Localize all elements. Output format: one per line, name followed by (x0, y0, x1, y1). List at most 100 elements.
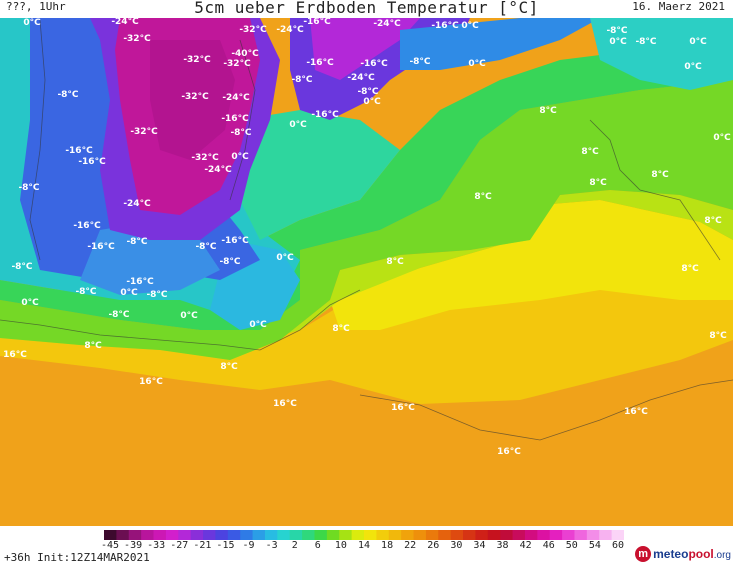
meteopool-logo[interactable]: m meteopool.org (635, 544, 731, 564)
temperature-label: -8°C (357, 87, 378, 97)
colorbar-tick-label: -33 (147, 540, 166, 551)
colorbar-swatch (475, 530, 489, 540)
coastline-north (0, 289, 361, 351)
temperature-label: 0°C (180, 311, 198, 321)
temperature-label: -16°C (306, 58, 334, 68)
colorbar-tick-label: -3 (265, 540, 278, 551)
temperature-map[interactable]: 0°C -24°C -32°C -32°C -24°C -16°C -24°C -16°C 0°… (0, 17, 733, 526)
colorbar-swatch (165, 530, 179, 540)
temperature-label: -24°C (204, 165, 232, 175)
temperature-label: 16°C (273, 399, 297, 409)
colorbar-swatch (128, 530, 142, 540)
colorbar-tick-label: 18 (381, 540, 394, 551)
colorbar-swatch (215, 530, 229, 540)
temperature-label: -8°C (291, 75, 312, 85)
colorbar-tick-label: -9 (242, 540, 255, 551)
temperature-label: -16°C (221, 114, 249, 124)
light-green-region (0, 80, 733, 360)
temperature-label: 0°C (468, 59, 486, 69)
temperature-label: 8°C (332, 324, 350, 334)
ne-cyan-region (590, 18, 733, 90)
temperature-label: 0°C (684, 62, 702, 72)
colorbar-tick-label: 46 (542, 540, 555, 551)
temperature-label: -32°C (130, 127, 158, 137)
colorbar-swatch (153, 530, 167, 540)
colorbar-swatch (264, 530, 278, 540)
deep-magenta-region (150, 40, 235, 160)
temperature-label: -16°C (303, 18, 331, 27)
colorbar-swatch (252, 530, 266, 540)
colorbar-swatch (549, 530, 563, 540)
temperature-label: 0°C (689, 37, 707, 47)
logo-meteo: meteo (653, 547, 689, 561)
colorbar-swatch (376, 530, 390, 540)
temperature-label: 16°C (497, 447, 521, 457)
northern-magenta-region (310, 18, 420, 80)
colorbar-tick-label: -27 (170, 540, 189, 551)
temperature-label: -40°C (231, 49, 259, 59)
colorbar-swatch (450, 530, 464, 540)
colorbar-tick-label: 34 (473, 540, 486, 551)
temperature-label: 0°C (363, 97, 381, 107)
coastline-inner (229, 39, 256, 201)
temperature-label: 0°C (21, 298, 39, 308)
temperature-label: -8°C (409, 57, 430, 67)
temperature-label: -16°C (311, 110, 339, 120)
colorbar-tick-label: -45 (100, 540, 120, 551)
temperature-label: -8°C (195, 242, 216, 252)
colorbar-tick-label: 60 (611, 540, 625, 551)
temperature-label: 16°C (624, 407, 648, 417)
colorbar-swatch (562, 530, 575, 540)
temperature-label: -16°C (221, 236, 249, 246)
colorbar-swatch (599, 530, 613, 540)
temperature-label: -8°C (108, 310, 129, 320)
temperature-label: -8°C (126, 237, 147, 247)
map-title: 5cm ueber Erdboden Temperatur [°C] (194, 0, 539, 17)
colorbar-swatch (314, 530, 328, 540)
temperature-label: -16°C (73, 221, 101, 231)
colorbar-swatch (277, 530, 291, 540)
temperature-label: 8°C (589, 178, 607, 188)
colorbar-swatch (537, 530, 551, 540)
temperature-label: 8°C (581, 147, 599, 157)
colorbar-tick-label: 30 (450, 540, 463, 551)
temperature-label: -32°C (191, 153, 219, 163)
temperature-label: 0°C (713, 133, 731, 143)
temperature-label: 16°C (3, 350, 27, 360)
meteopool-logo-icon: m (635, 546, 652, 562)
colorbar-swatch (512, 530, 526, 540)
temperature-label: 0°C (461, 21, 479, 31)
temperature-label: -24°C (276, 25, 304, 35)
colorbar-tick-label: -39 (124, 540, 143, 551)
temperature-label: 0°C (289, 120, 307, 130)
temperature-label: -16°C (78, 157, 106, 167)
temperature-label: 8°C (539, 106, 557, 116)
colorbar-swatch (178, 530, 192, 540)
init-time-label: +36h Init:12Z14MAR2021 (4, 551, 150, 564)
colorbar-tick-label: -21 (193, 540, 212, 551)
colorbar-labels: -45 -39 -33 -27 -21 -15 -9 -3 2 6 10 14 18 22 26 30 34 38… (100, 540, 625, 554)
footer: -45 -39 -33 -27 -21 -15 -9 -3 2 6 10 14 18 22 26 30 34 38… (0, 526, 733, 566)
temperature-label: 0°C (609, 37, 627, 47)
colorbar-swatch (240, 530, 254, 540)
colorbar-tick-label: -15 (216, 540, 235, 551)
temperature-label: 8°C (681, 264, 699, 274)
temperature-label: 8°C (220, 362, 238, 372)
header-run-label: ???, 1Uhr (6, 0, 66, 13)
temperature-label: -8°C (18, 183, 39, 193)
temperature-label: 8°C (84, 341, 102, 351)
colorbar-swatch (574, 530, 588, 540)
header: ???, 1Uhr 5cm ueber Erdboden Temperatur … (0, 0, 733, 18)
colorbar-tick-label: 50 (565, 540, 578, 551)
colorbar-swatch (463, 530, 476, 540)
colorbar-swatch (104, 530, 117, 540)
temperature-label: -16°C (431, 21, 459, 31)
northern-blue-region (400, 18, 600, 70)
colorbar-tick-label: 2 (291, 540, 298, 551)
coastline-west (29, 19, 46, 261)
meteopool-logo-text: meteopool.org (653, 547, 731, 561)
colorbar-tick-label: 26 (427, 540, 440, 551)
colorbar-tick-label: 54 (588, 540, 601, 551)
colorbar-swatch (326, 530, 340, 540)
temperature-label: -16°C (360, 59, 388, 69)
